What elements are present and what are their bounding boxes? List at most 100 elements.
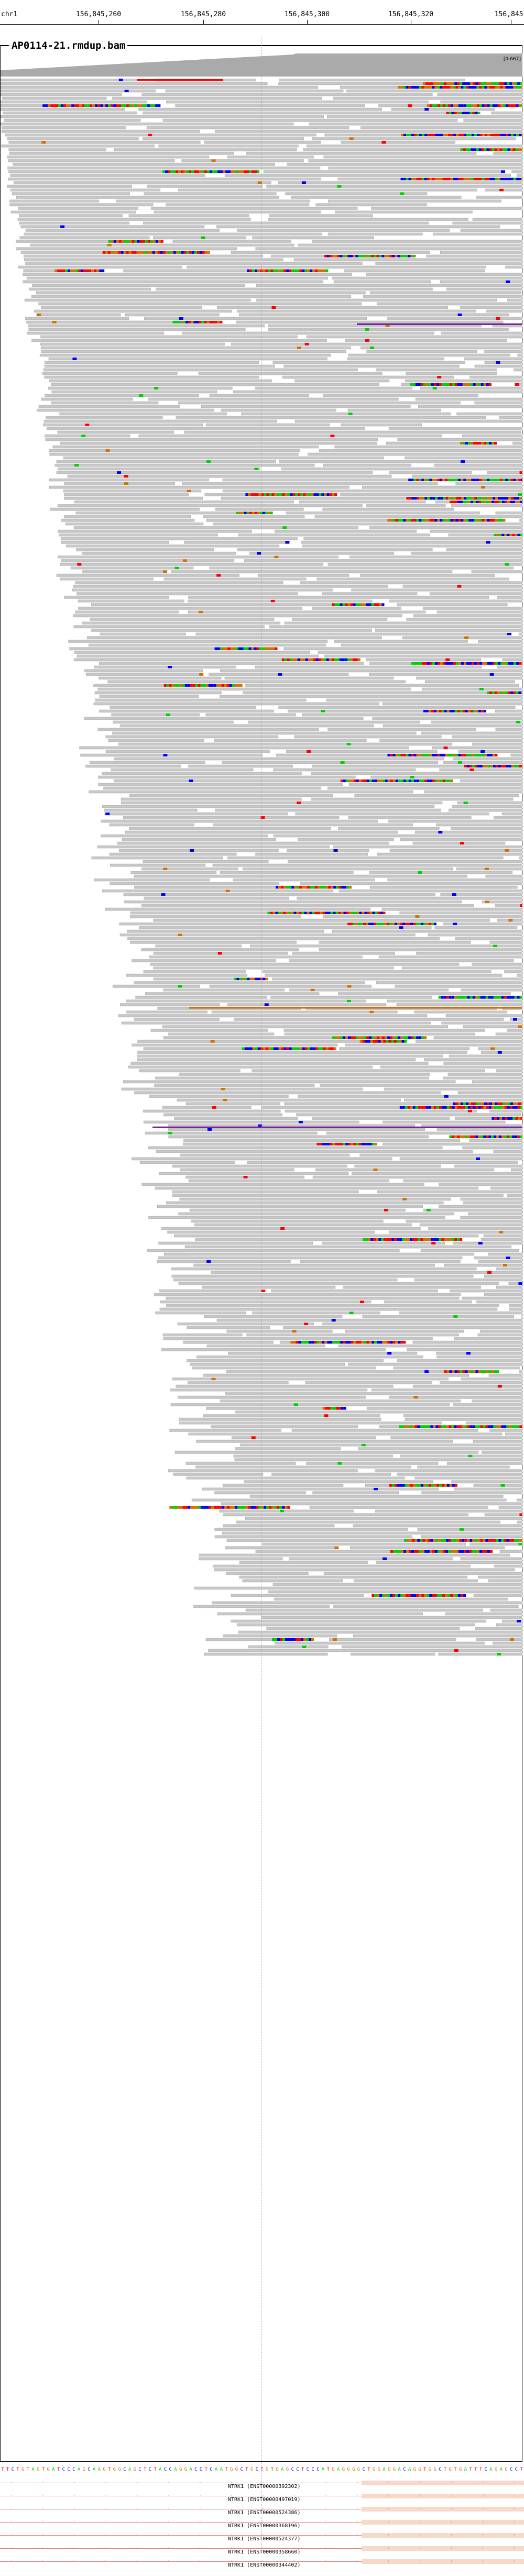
aligned-read[interactable]	[209, 566, 514, 570]
track-name[interactable]: AP0114-21.rmdup.bam	[9, 40, 128, 51]
aligned-read[interactable]	[300, 882, 522, 885]
aligned-read[interactable]	[1, 100, 147, 104]
aligned-read[interactable]	[256, 284, 522, 287]
aligned-read[interactable]	[452, 735, 522, 739]
aligned-read[interactable]	[166, 1304, 499, 1307]
aligned-read[interactable]	[421, 731, 522, 735]
gene-transcript[interactable]: › › › › › › › › › › › › › › › › › NTRK1 (ENST00000358660)	[0, 2544, 524, 2557]
aligned-read[interactable]	[119, 724, 374, 728]
aligned-read[interactable]	[45, 434, 130, 438]
aligned-read[interactable]	[239, 1575, 468, 1579]
aligned-read[interactable]	[312, 240, 522, 243]
aligned-read[interactable]	[39, 353, 331, 357]
aligned-read[interactable]	[463, 1025, 522, 1029]
aligned-read[interactable]	[179, 1073, 430, 1076]
aligned-read[interactable]	[517, 1520, 522, 1524]
aligned-read[interactable]	[383, 724, 522, 728]
aligned-read[interactable]	[126, 999, 367, 1003]
aligned-read[interactable]	[377, 852, 522, 856]
aligned-read[interactable]	[397, 438, 522, 441]
aligned-read[interactable]	[454, 1164, 523, 1168]
aligned-read[interactable]	[455, 482, 522, 485]
aligned-read[interactable]	[226, 1572, 309, 1575]
aligned-read[interactable]	[361, 346, 522, 350]
aligned-read[interactable]	[421, 1535, 522, 1539]
aligned-read[interactable]	[149, 1095, 289, 1098]
aligned-read[interactable]	[196, 1439, 453, 1443]
aligned-read[interactable]	[36, 291, 366, 295]
aligned-read[interactable]	[485, 874, 522, 878]
aligned-read[interactable]	[399, 1157, 522, 1161]
aligned-read[interactable]	[220, 695, 522, 698]
aligned-read[interactable]	[68, 640, 328, 643]
aligned-read[interactable]	[233, 390, 522, 394]
aligned-read[interactable]	[418, 405, 522, 408]
aligned-read[interactable]	[216, 1318, 522, 1322]
aligned-read[interactable]	[268, 1590, 522, 1594]
aligned-read[interactable]	[369, 871, 513, 874]
aligned-read[interactable]	[320, 1084, 522, 1087]
aligned-read[interactable]	[417, 1528, 522, 1531]
aligned-read[interactable]	[91, 856, 223, 860]
aligned-read[interactable]	[1, 122, 294, 126]
aligned-read[interactable]	[301, 540, 522, 544]
aligned-read[interactable]	[490, 1186, 522, 1190]
aligned-read[interactable]	[255, 247, 522, 251]
aligned-read[interactable]	[436, 823, 523, 827]
aligned-read[interactable]	[311, 797, 514, 801]
aligned-read[interactable]	[94, 665, 236, 669]
aligned-read[interactable]	[178, 1395, 366, 1399]
aligned-read[interactable]	[413, 614, 522, 618]
aligned-read[interactable]	[178, 1282, 499, 1285]
aligned-read[interactable]	[255, 665, 482, 669]
aligned-read[interactable]	[99, 662, 364, 665]
aligned-read[interactable]	[124, 900, 462, 904]
aligned-read[interactable]	[176, 1384, 394, 1388]
aligned-read[interactable]	[252, 236, 374, 240]
aligned-read[interactable]	[153, 966, 394, 970]
aligned-read[interactable]	[294, 735, 442, 739]
aligned-read[interactable]	[89, 790, 413, 794]
aligned-read[interactable]	[511, 1168, 522, 1172]
aligned-read[interactable]	[80, 753, 263, 757]
aligned-read[interactable]	[126, 1010, 208, 1014]
aligned-read[interactable]	[231, 1436, 376, 1439]
aligned-read[interactable]	[236, 320, 504, 324]
aligned-read[interactable]	[109, 823, 194, 827]
aligned-read[interactable]	[225, 1546, 336, 1550]
aligned-read[interactable]	[443, 761, 522, 764]
aligned-read[interactable]	[102, 772, 302, 775]
aligned-read[interactable]	[366, 350, 477, 353]
aligned-read[interactable]	[236, 1520, 500, 1524]
aligned-read[interactable]	[163, 988, 285, 992]
aligned-read[interactable]	[195, 632, 508, 636]
aligned-read[interactable]	[41, 350, 346, 353]
aligned-read[interactable]	[322, 1322, 523, 1326]
aligned-read[interactable]	[209, 394, 309, 397]
aligned-read[interactable]	[324, 654, 522, 658]
aligned-read[interactable]	[105, 735, 279, 739]
aligned-read[interactable]	[9, 199, 100, 203]
aligned-read[interactable]	[516, 1498, 522, 1502]
aligned-read[interactable]	[283, 1029, 485, 1032]
aligned-read[interactable]	[452, 221, 522, 225]
aligned-read[interactable]	[194, 1223, 412, 1227]
aligned-read[interactable]	[211, 1425, 358, 1428]
aligned-read[interactable]	[132, 959, 276, 962]
aligned-read[interactable]	[134, 981, 365, 984]
aligned-read[interactable]	[43, 419, 277, 423]
aligned-read[interactable]	[3, 111, 137, 115]
aligned-read[interactable]	[462, 434, 522, 438]
aligned-read[interactable]	[430, 529, 522, 533]
aligned-read[interactable]	[40, 342, 225, 346]
aligned-read[interactable]	[478, 1575, 522, 1579]
aligned-read[interactable]	[166, 1296, 460, 1300]
aligned-read[interactable]	[387, 878, 522, 882]
aligned-read[interactable]	[510, 753, 522, 757]
aligned-read[interactable]	[255, 386, 412, 390]
aligned-read[interactable]	[221, 408, 336, 412]
aligned-read[interactable]	[505, 265, 523, 269]
aligned-read[interactable]	[341, 643, 522, 647]
aligned-read[interactable]	[57, 555, 339, 559]
aligned-read[interactable]	[223, 1513, 468, 1517]
